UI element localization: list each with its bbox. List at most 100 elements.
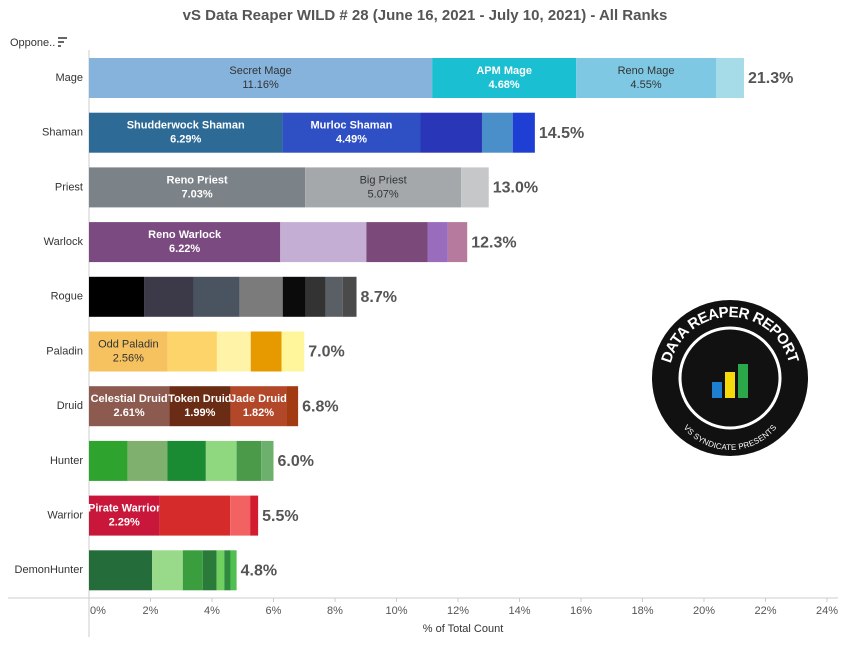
logo-bar [725, 372, 735, 398]
bar-segment [282, 112, 421, 153]
chart-title: vS Data Reaper WILD # 28 (June 16, 2021 … [183, 7, 668, 24]
y-tick-label: Shaman [42, 127, 83, 139]
bar-segment [89, 276, 145, 317]
segment-name: Shudderwock Shaman [127, 120, 245, 132]
bar-segment [89, 550, 153, 591]
bar-segment [193, 276, 240, 317]
bar-segment [89, 58, 433, 98]
total-label: 5.5% [262, 508, 298, 525]
logo-bar [712, 382, 722, 398]
segment-name: Big Priest [360, 174, 407, 186]
y-tick-label: Priest [55, 181, 83, 193]
x-tick-label: 2% [143, 605, 159, 617]
bar-segment [305, 167, 462, 208]
bar-segment [481, 112, 513, 153]
total-label: 13.0% [493, 180, 538, 197]
bar-segment [127, 440, 168, 481]
bar-segment [230, 550, 237, 591]
segment-value-label: 2.56% [113, 352, 144, 364]
bar-segment [325, 276, 343, 317]
bar-segment [366, 222, 428, 263]
x-tick-label: 8% [327, 605, 343, 617]
x-tick-label: 6% [266, 605, 282, 617]
bar-segment [89, 495, 160, 536]
bar-segment [89, 386, 170, 427]
x-tick-label: 14% [508, 605, 530, 617]
segment-name: Secret Mage [229, 65, 291, 77]
segment-value-label: 4.68% [489, 79, 520, 91]
bar-segment [89, 440, 128, 481]
segment-name: Reno Mage [618, 65, 675, 77]
segment-name: Murloc Shaman [310, 120, 392, 132]
y-tick-label: Hunter [50, 455, 83, 467]
bar-segment [461, 167, 489, 208]
bar-segment [715, 58, 744, 98]
sort-icon[interactable] [58, 37, 67, 47]
segment-value-label: 4.55% [630, 79, 661, 91]
x-tick-label: 10% [385, 605, 407, 617]
y-tick-label: Warrior [47, 510, 83, 522]
segment-name: APM Mage [476, 65, 532, 77]
segment-name: Reno Priest [167, 174, 228, 186]
x-tick-label: 20% [693, 605, 715, 617]
bar-segment [342, 276, 357, 317]
bar-segment [169, 386, 231, 427]
bar-segment [236, 440, 262, 481]
segment-name: Odd Paladin [98, 338, 159, 350]
bar-segment [216, 331, 251, 372]
bar-segment [89, 112, 283, 153]
sort-label[interactable]: Oppone.. [10, 37, 55, 49]
bar-segment [144, 276, 194, 317]
bar-segment [250, 495, 259, 536]
total-label: 7.0% [308, 344, 344, 361]
segment-value-label: 2.61% [114, 407, 145, 419]
bar-segment [89, 222, 281, 263]
bar-segment [420, 112, 482, 153]
y-tick-label: Druid [57, 400, 83, 412]
segment-value-label: 1.82% [243, 407, 274, 419]
bar-segment [286, 386, 299, 427]
y-tick-label: Paladin [46, 345, 83, 357]
bar-segment [261, 440, 274, 481]
y-tick-label: Mage [55, 72, 83, 84]
segment-name: Pirate Warrior [88, 503, 161, 515]
bar-segment [205, 440, 237, 481]
x-tick-label: 0% [90, 605, 106, 617]
bar-segment [230, 386, 287, 427]
bar-segment [89, 331, 168, 372]
logo-inner [678, 326, 782, 430]
x-axis-title: % of Total Count [423, 623, 504, 635]
total-label: 14.5% [539, 125, 584, 142]
y-tick-label: DemonHunter [15, 564, 84, 576]
total-label: 6.0% [278, 453, 314, 470]
bar-segment [167, 440, 206, 481]
bar-segment [182, 550, 203, 591]
bar-segment [250, 331, 282, 372]
bar-segment [281, 331, 305, 372]
total-label: 4.8% [241, 563, 277, 580]
segment-value-label: 6.22% [169, 243, 200, 255]
bar-segment [239, 276, 283, 317]
bar-segment [432, 58, 577, 98]
logo-bar [738, 364, 748, 398]
x-tick-label: 16% [570, 605, 592, 617]
x-tick-label: 4% [204, 605, 220, 617]
x-tick-label: 18% [631, 605, 653, 617]
x-tick-label: 24% [816, 605, 838, 617]
bar-segment [167, 331, 217, 372]
bar-segment [224, 550, 231, 591]
bar-segment [230, 495, 251, 536]
x-tick-label: 22% [754, 605, 776, 617]
bar-segment [305, 276, 326, 317]
bar-segment [152, 550, 183, 591]
segment-name: Celestial Druid [91, 393, 168, 405]
x-tick-label: 12% [447, 605, 469, 617]
bar-segment [202, 550, 217, 591]
bar-segment [159, 495, 231, 536]
total-label: 8.7% [361, 289, 397, 306]
segment-value-label: 5.07% [368, 188, 399, 200]
bar-segment [576, 58, 716, 98]
total-label: 6.8% [302, 398, 338, 415]
